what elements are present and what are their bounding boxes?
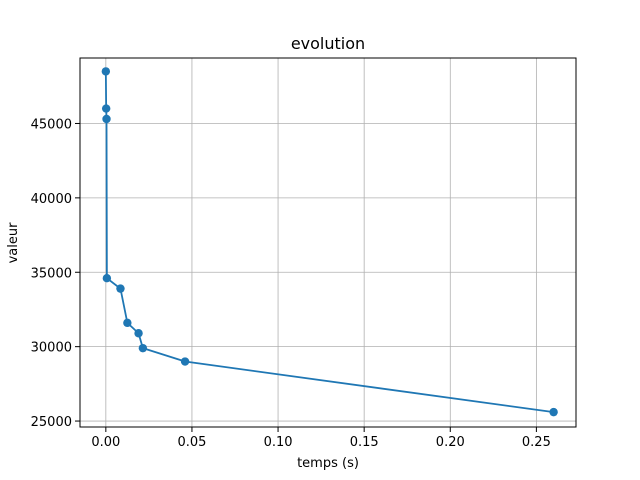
x-tick-label: 0.15 <box>350 435 379 450</box>
y-tick-label: 30000 <box>31 341 72 356</box>
plot-frame <box>79 57 577 428</box>
y-tick-label: 45000 <box>31 117 72 132</box>
series-line <box>104 71 554 414</box>
grid <box>80 58 576 427</box>
x-tick-label: 0.10 <box>264 435 293 450</box>
x-tick-label: 0.00 <box>91 435 120 450</box>
x-axis-label: temps (s) <box>297 456 359 471</box>
data-point <box>180 357 190 366</box>
y-tick-label: 40000 <box>31 192 72 207</box>
data-point <box>138 343 148 353</box>
data-point <box>134 329 143 338</box>
x-tick-label: 0.05 <box>177 435 206 450</box>
y-tick-label: 25000 <box>31 415 72 430</box>
chart-title: evolution <box>291 34 365 53</box>
x-tick-label: 0.20 <box>436 435 465 450</box>
y-axis-label: valeur <box>6 222 21 264</box>
data-point <box>123 318 132 328</box>
data-point <box>549 407 558 417</box>
series <box>101 67 558 417</box>
data-point <box>102 274 112 283</box>
data-point <box>101 67 111 76</box>
data-point <box>116 284 125 293</box>
ticks: 0.00 0.05 0.10 0.15 0.20 0.25 25000 30000 35000 4… <box>31 117 551 450</box>
x-tick-label: 0.25 <box>522 435 551 450</box>
data-point <box>102 114 111 124</box>
y-tick-label: 35000 <box>31 266 72 281</box>
data-point <box>101 104 111 113</box>
